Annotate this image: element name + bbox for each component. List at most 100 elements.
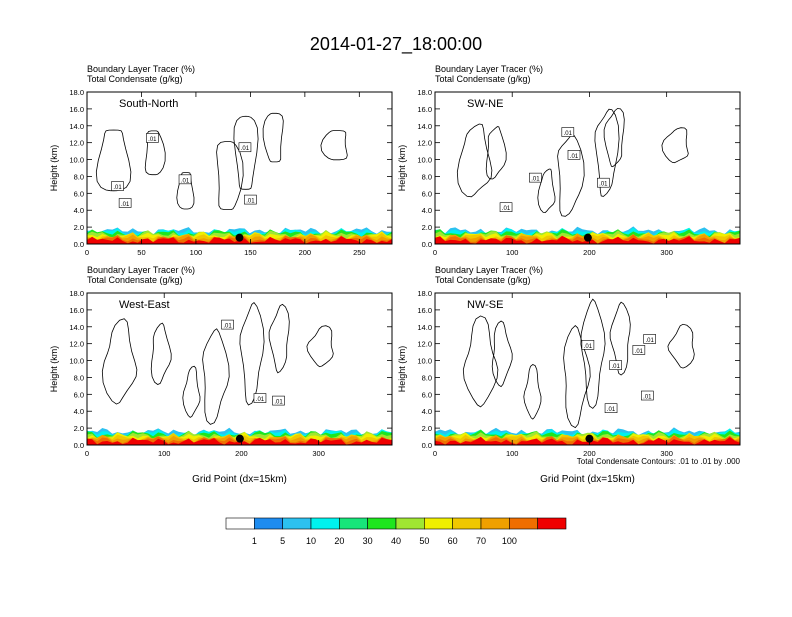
- contour-label: .01: [635, 349, 644, 355]
- colorbar-label: 60: [448, 536, 458, 546]
- y-tick-label: 18.0: [417, 88, 432, 97]
- x-tick-label: 0: [433, 449, 437, 458]
- chart-panel-2: Boundary Layer Tracer (%)Total Condensat…: [397, 64, 741, 257]
- y-tick-label: 2.0: [74, 223, 84, 232]
- y-tick-label: 0.0: [74, 240, 84, 249]
- figure-title: 2014-01-27_18:00:00: [310, 34, 482, 55]
- contour-label-box: [597, 177, 610, 188]
- x-axis-label: Grid Point (dx=15km): [192, 474, 287, 485]
- x-tick-label: 200: [299, 248, 312, 257]
- chart-panel-4: Boundary Layer Tracer (%)Total Condensat…: [397, 265, 741, 485]
- y-tick-label: 6.0: [422, 390, 432, 399]
- chart-panel-1: Boundary Layer Tracer (%)Total Condensat…: [49, 64, 393, 257]
- y-tick-label: 8.0: [74, 172, 84, 181]
- panels: Boundary Layer Tracer (%)Total Condensat…: [49, 64, 741, 485]
- x-tick-label: 50: [137, 248, 145, 257]
- colorbar-label: 5: [280, 536, 285, 546]
- contour-label-box: [632, 345, 646, 355]
- contour-label: .01: [181, 178, 190, 184]
- colorbar-swatch: [254, 517, 283, 530]
- contour-line: [262, 112, 284, 163]
- y-tick-label: 2.0: [422, 223, 432, 232]
- cross-section-label: South-North: [119, 98, 178, 110]
- y-tick-label: 16.0: [69, 105, 84, 114]
- contour-line: [580, 298, 606, 409]
- tracer-band: [435, 436, 740, 445]
- x-tick-label: 100: [506, 449, 519, 458]
- contour-label: .01: [121, 202, 130, 208]
- contour-label-box: [178, 174, 192, 185]
- contour-line: [609, 301, 631, 376]
- contour-label-box: [238, 142, 252, 153]
- x-tick-label: 150: [244, 248, 257, 257]
- contour-label: .01: [113, 185, 122, 191]
- plot-frame: [86, 91, 393, 245]
- y-tick-label: 2.0: [422, 424, 432, 433]
- contour-label-box: [253, 393, 267, 403]
- contour-label: .01: [607, 407, 616, 413]
- y-tick-label: 8.0: [422, 172, 432, 181]
- colorbar-swatch: [339, 517, 368, 530]
- colorbar-swatch: [310, 517, 340, 530]
- location-marker: [583, 233, 592, 242]
- contour-line: [485, 126, 507, 180]
- y-tick-label: 4.0: [422, 407, 432, 416]
- contour-line: [216, 141, 244, 210]
- y-axis-label: Height (km): [397, 346, 407, 393]
- y-tick-label: 12.0: [417, 139, 432, 148]
- y-tick-label: 16.0: [69, 306, 84, 315]
- y-tick-label: 0.0: [74, 441, 84, 450]
- colorbar-swatch: [509, 517, 538, 530]
- contour-line: [268, 303, 290, 374]
- cross-section-label: NW-SE: [467, 299, 503, 311]
- contour-label-box: [111, 181, 124, 191]
- panel-subtitle-tracer: Boundary Layer Tracer (%): [435, 64, 543, 74]
- contour-label-box: [581, 340, 595, 350]
- contour-label: .01: [241, 146, 250, 152]
- contour-label: .01: [643, 395, 652, 401]
- x-tick-label: 0: [85, 248, 89, 257]
- contour-line: [603, 108, 625, 168]
- contour-label-box: [272, 395, 285, 406]
- contour-label-box: [561, 127, 575, 137]
- contour-line: [233, 115, 259, 190]
- y-axis-label: Height (km): [397, 145, 407, 192]
- contour-line: [182, 365, 201, 418]
- panel-subtitle-tracer: Boundary Layer Tracer (%): [435, 265, 543, 275]
- colorbar-swatch: [480, 517, 510, 530]
- colorbar-swatch: [282, 517, 312, 530]
- y-axis-label: Height (km): [49, 145, 59, 192]
- plot-frame: [434, 292, 741, 446]
- x-tick-label: 0: [433, 248, 437, 257]
- colorbar-swatch: [395, 517, 425, 530]
- colorbar-swatch: [452, 517, 482, 530]
- contour-line: [491, 320, 513, 388]
- y-tick-label: 10.0: [417, 156, 432, 165]
- contour-label-box: [146, 133, 159, 143]
- contour-label: .01: [570, 154, 579, 160]
- x-tick-label: 200: [235, 449, 248, 458]
- contour-label: .01: [223, 324, 232, 330]
- chart-panel-3: Boundary Layer Tracer (%)Total Condensat…: [49, 265, 393, 485]
- contour-label-box: [221, 319, 234, 330]
- y-tick-label: 12.0: [69, 139, 84, 148]
- y-tick-label: 12.0: [417, 340, 432, 349]
- contour-label-box: [529, 172, 542, 183]
- contour-label: .01: [531, 177, 540, 183]
- x-tick-label: 300: [312, 449, 325, 458]
- y-tick-label: 8.0: [422, 373, 432, 382]
- contour-line: [456, 123, 493, 198]
- contour-label-box: [244, 194, 257, 205]
- colorbar-label: 10: [306, 536, 316, 546]
- colorbar-swatch: [367, 517, 397, 530]
- condensate-contours: [101, 302, 334, 425]
- y-tick-label: 6.0: [74, 189, 84, 198]
- panel-subtitle-condensate: Total Condensate (g/kg): [435, 275, 531, 285]
- location-marker: [235, 434, 244, 443]
- contour-label-box: [499, 202, 513, 212]
- colorbar-swatch: [225, 517, 255, 530]
- y-tick-label: 10.0: [69, 357, 84, 366]
- x-tick-label: 200: [583, 248, 596, 257]
- contour-label-box: [118, 198, 132, 208]
